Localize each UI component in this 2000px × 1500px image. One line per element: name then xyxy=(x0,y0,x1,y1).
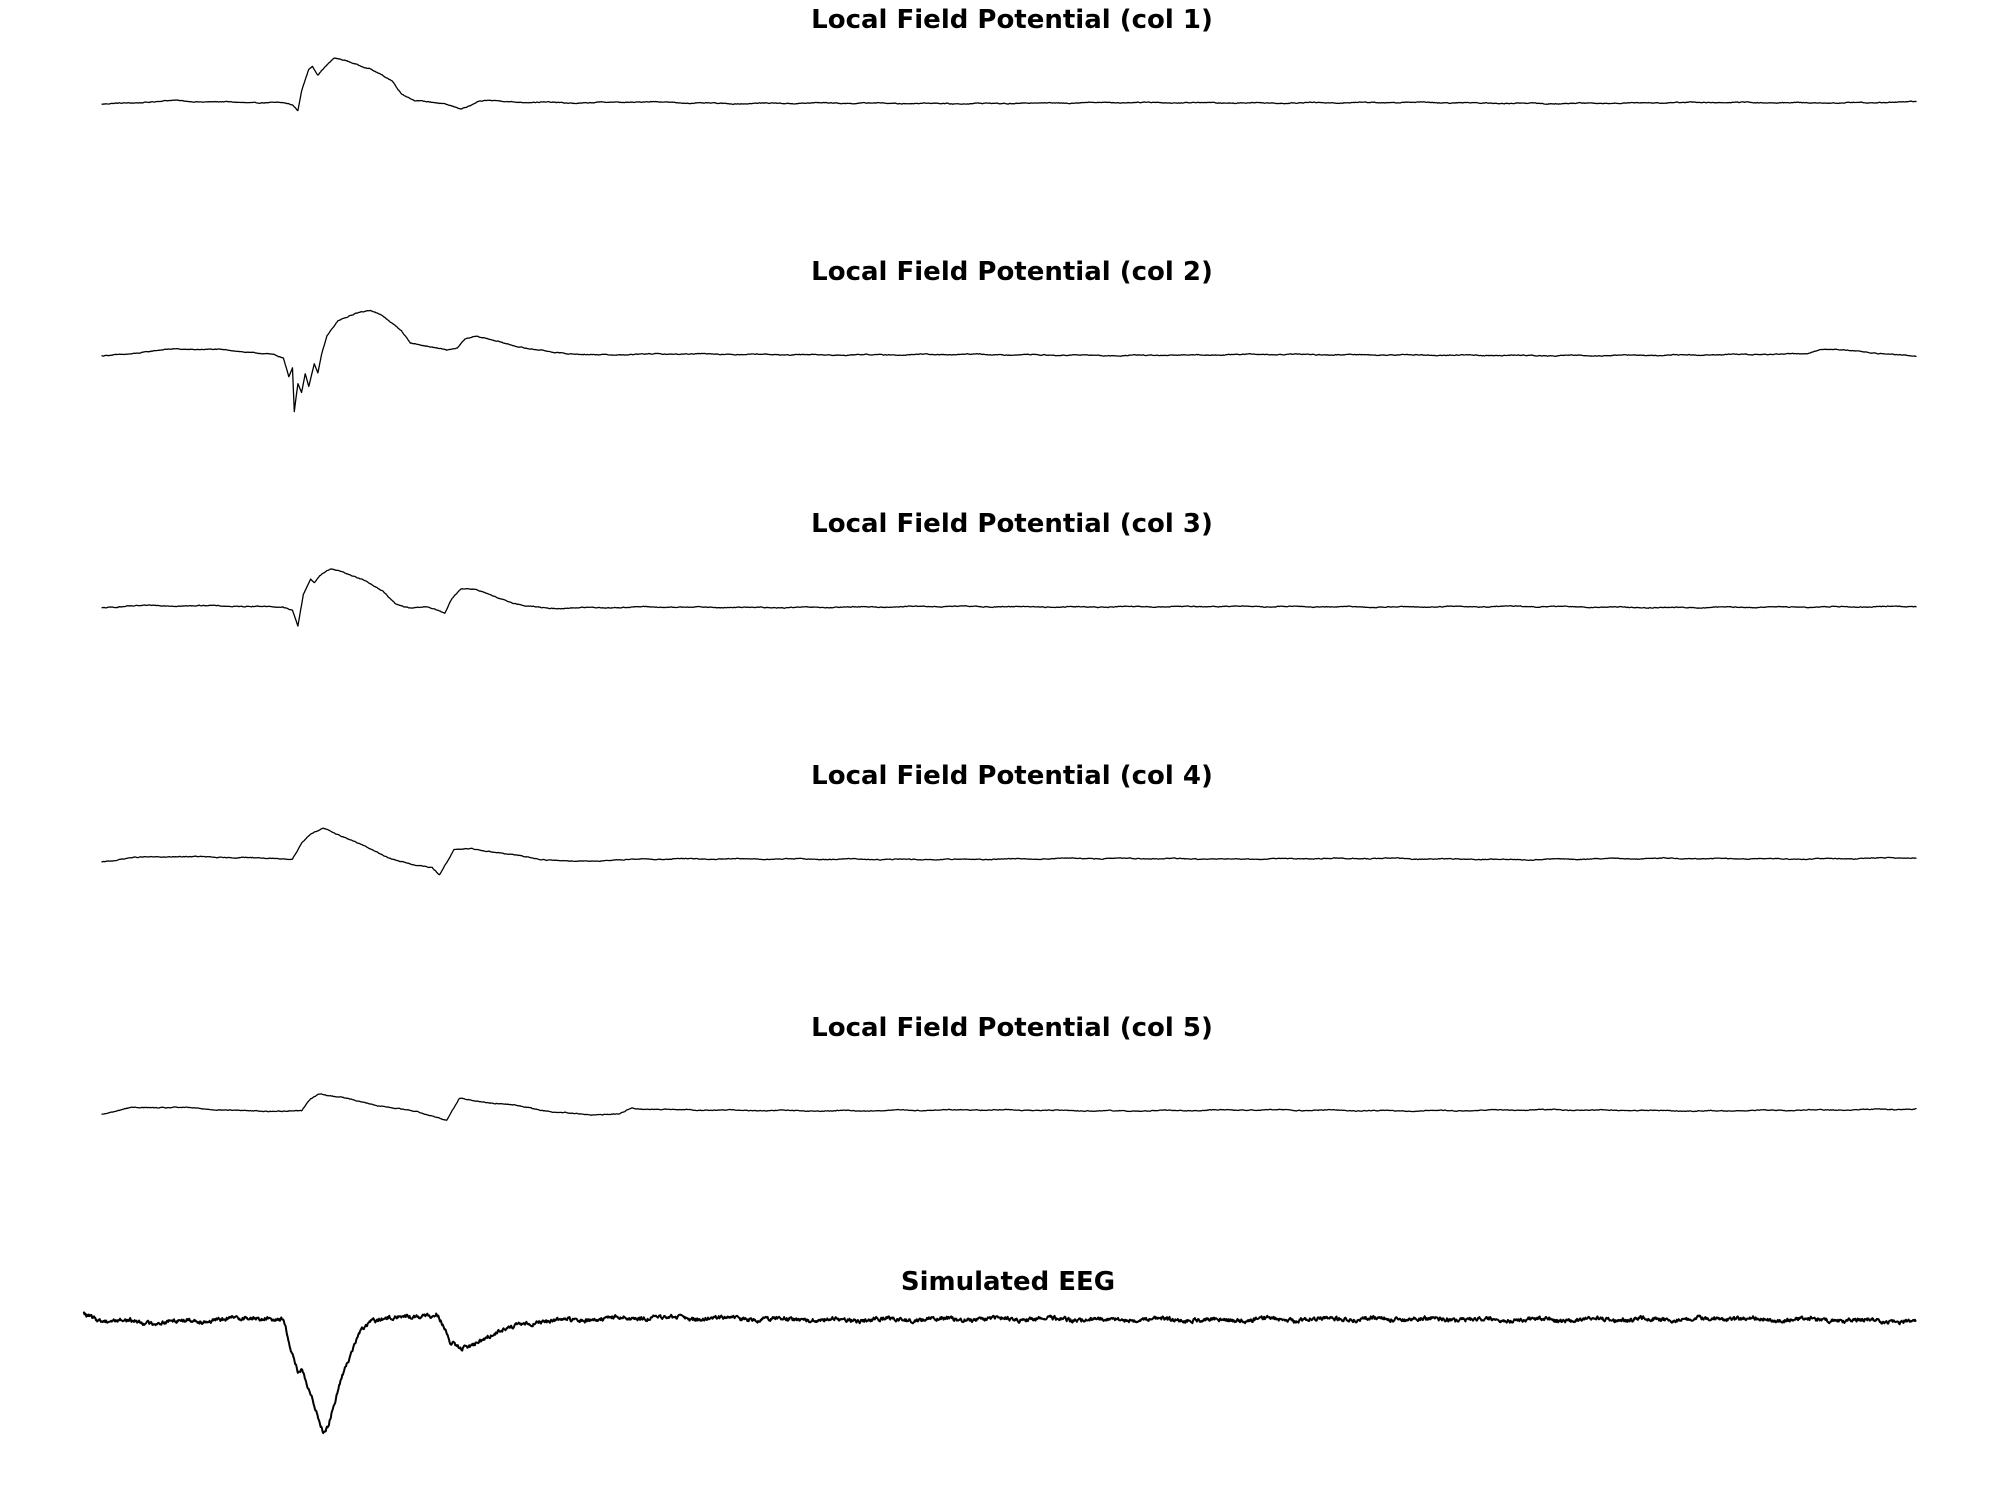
panel-title: Local Field Potential (col 1) xyxy=(811,5,1213,35)
panel-title: Local Field Potential (col 4) xyxy=(811,761,1213,791)
panel-title: Local Field Potential (col 5) xyxy=(811,1013,1213,1043)
panel-title: Local Field Potential (col 3) xyxy=(811,509,1213,539)
panel-lfp-col-2: Local Field Potential (col 2) xyxy=(101,257,1917,413)
panel-lfp-col-4: Local Field Potential (col 4) xyxy=(101,761,1917,876)
trace-line xyxy=(101,309,1917,413)
trace-line xyxy=(101,568,1917,627)
trace-panels: Local Field Potential (col 1) Local Field… xyxy=(82,5,1917,1435)
trace-line xyxy=(82,1311,1917,1435)
panel-lfp-col-3: Local Field Potential (col 3) xyxy=(101,509,1917,627)
trace-line xyxy=(101,57,1917,112)
trace-line xyxy=(101,1093,1917,1121)
panel-lfp-col-1: Local Field Potential (col 1) xyxy=(101,5,1917,112)
panel-simulated-eeg: Simulated EEG xyxy=(82,1267,1917,1435)
trace-line xyxy=(101,827,1917,876)
panel-title: Simulated EEG xyxy=(901,1267,1115,1297)
panel-title: Local Field Potential (col 2) xyxy=(811,257,1213,287)
panel-lfp-col-5: Local Field Potential (col 5) xyxy=(101,1013,1917,1121)
